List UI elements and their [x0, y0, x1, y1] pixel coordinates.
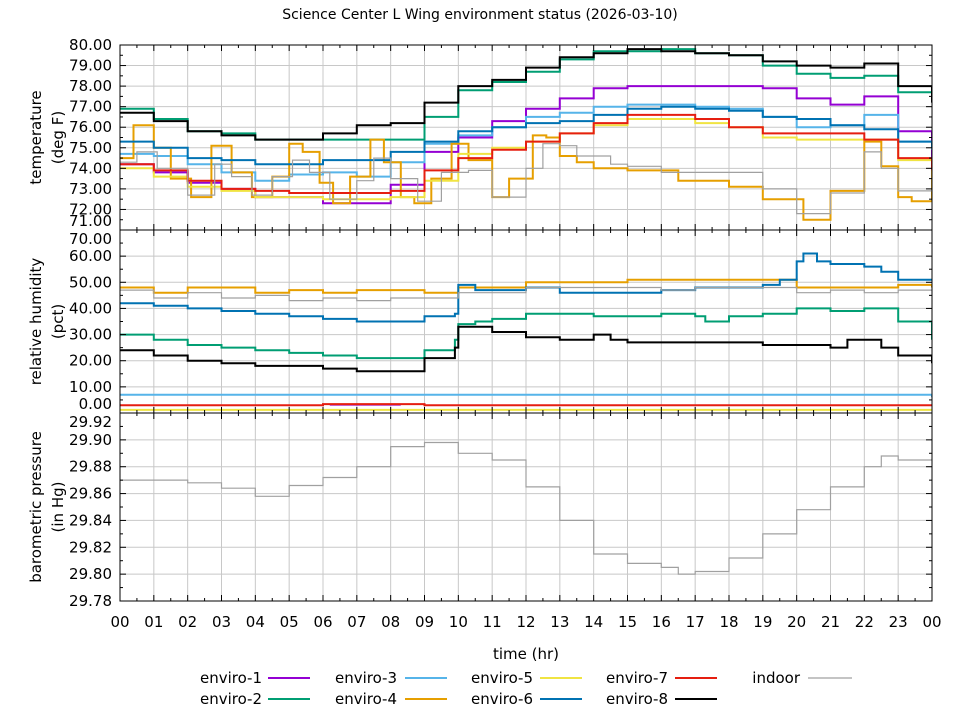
pressure-y-axis-label: barometric pressure (in Hg) — [27, 431, 67, 583]
legend-item-enviro-1: enviro-1 — [200, 669, 310, 687]
y-label-line: (deg F) — [49, 111, 67, 164]
legend-label: enviro-6 — [471, 690, 533, 708]
y-tick-label: 29.92 — [69, 413, 112, 431]
legend-label: indoor — [752, 669, 801, 687]
x-tick-label: 21 — [821, 613, 840, 631]
legend-label: enviro-7 — [606, 669, 668, 687]
x-tick-label: 14 — [584, 613, 603, 631]
x-tick-label: 08 — [381, 613, 400, 631]
x-tick-label: 04 — [246, 613, 265, 631]
legend-item-enviro-7: enviro-7 — [606, 669, 717, 687]
temperature-series-enviro-7 — [120, 113, 932, 194]
y-tick-label: 72.00 — [69, 200, 112, 218]
legend-label: enviro-8 — [606, 690, 668, 708]
x-tick-label: 18 — [719, 613, 738, 631]
humidity-series-enviro-2 — [120, 307, 932, 360]
legend-item-enviro-2: enviro-2 — [200, 690, 310, 708]
legend-label: enviro-1 — [200, 669, 262, 687]
x-tick-label: 15 — [618, 613, 637, 631]
x-tick-label: 07 — [347, 613, 366, 631]
temperature-series-indoor — [120, 143, 932, 215]
y-tick-label: 50.00 — [69, 273, 112, 291]
y-tick-label: 75.00 — [69, 139, 112, 157]
pressure-series-indoor — [120, 441, 932, 575]
x-tick-label: 05 — [280, 613, 299, 631]
grid — [120, 45, 932, 601]
y-tick-label: 30.00 — [69, 326, 112, 344]
legend-item-enviro-3: enviro-3 — [335, 669, 447, 687]
y-label-line: (in Hg) — [49, 482, 67, 533]
temperature-y-axis-label: temperature (deg F) — [27, 90, 67, 184]
temperature-series-enviro-8 — [120, 48, 932, 141]
x-tick-label: 09 — [415, 613, 434, 631]
y-tick-label: 73.00 — [69, 180, 112, 198]
legend-item-enviro-5: enviro-5 — [471, 669, 582, 687]
x-tick-label: 12 — [516, 613, 535, 631]
x-tick-label: 19 — [753, 613, 772, 631]
x-tick-label: 00 — [922, 613, 941, 631]
x-tick-label: 10 — [449, 613, 468, 631]
y-tick-label: 80.00 — [69, 36, 112, 54]
chart-title: Science Center L Wing environment status… — [282, 7, 678, 23]
y-tick-label: 71.00 — [69, 212, 112, 230]
y-tick-label: 29.78 — [69, 592, 112, 610]
y-tick-label: 29.80 — [69, 565, 112, 583]
y-label-line: relative humidity — [27, 258, 45, 386]
legend-item-indoor: indoor — [752, 669, 852, 687]
legend-label: enviro-2 — [200, 690, 262, 708]
legend-item-enviro-4: enviro-4 — [335, 690, 447, 708]
legend-label: enviro-4 — [335, 690, 397, 708]
y-tick-label: 79.00 — [69, 57, 112, 75]
y-label-line: temperature — [27, 90, 45, 184]
y-tick-label: 76.00 — [69, 118, 112, 136]
y-tick-label: 70.00 — [69, 230, 112, 248]
y-label-line: (pct) — [49, 304, 67, 339]
y-label-line: barometric pressure — [27, 431, 45, 583]
x-tick-label: 03 — [212, 613, 231, 631]
y-tick-label: 10.00 — [69, 378, 112, 396]
humidity-series-enviro-8 — [120, 325, 932, 373]
temperature-series-enviro-3 — [120, 103, 932, 182]
legend-item-enviro-8: enviro-8 — [606, 690, 717, 708]
temperature-series-enviro-6 — [120, 105, 932, 166]
series-layer — [120, 48, 932, 575]
y-tick-label: 29.88 — [69, 458, 112, 476]
y-tick-label: 40.00 — [69, 299, 112, 317]
x-tick-label: 06 — [313, 613, 332, 631]
y-tick-label: 20.00 — [69, 352, 112, 370]
humidity-y-axis-label: relative humidity (pct) — [27, 258, 67, 386]
legend-item-enviro-6: enviro-6 — [471, 690, 582, 708]
x-tick-label: 20 — [787, 613, 806, 631]
humidity-series-indoor — [120, 286, 932, 302]
x-tick-label: 02 — [178, 613, 197, 631]
humidity-series-enviro-7 — [120, 403, 932, 407]
x-tick-label: 23 — [889, 613, 908, 631]
y-tick-label: 77.00 — [69, 98, 112, 116]
y-tick-label: 29.90 — [69, 431, 112, 449]
y-tick-label: 78.00 — [69, 77, 112, 95]
x-tick-label: 13 — [550, 613, 569, 631]
y-tick-label: 60.00 — [69, 247, 112, 265]
x-tick-label: 01 — [144, 613, 163, 631]
y-tick-label: 29.82 — [69, 538, 112, 556]
y-tick-label: 29.86 — [69, 485, 112, 503]
x-tick-label: 00 — [110, 613, 129, 631]
y-tick-label: 74.00 — [69, 159, 112, 177]
legend-label: enviro-3 — [335, 669, 397, 687]
y-tick-label: 29.84 — [69, 511, 112, 529]
legend: enviro-1 enviro-2 enviro-3 enviro-4 enviro-5… — [200, 669, 852, 708]
humidity-series-enviro-3 — [120, 393, 932, 398]
x-tick-label: 11 — [483, 613, 502, 631]
x-tick-label: 16 — [652, 613, 671, 631]
temperature-series-enviro-4 — [120, 124, 932, 221]
x-axis-label: time (hr) — [493, 645, 559, 663]
pressure-panel-frame — [119, 412, 933, 602]
x-tick-label: 22 — [855, 613, 874, 631]
y-tick-label: 0.00 — [79, 395, 112, 413]
x-tick-label: 17 — [686, 613, 705, 631]
legend-label: enviro-5 — [471, 669, 533, 687]
